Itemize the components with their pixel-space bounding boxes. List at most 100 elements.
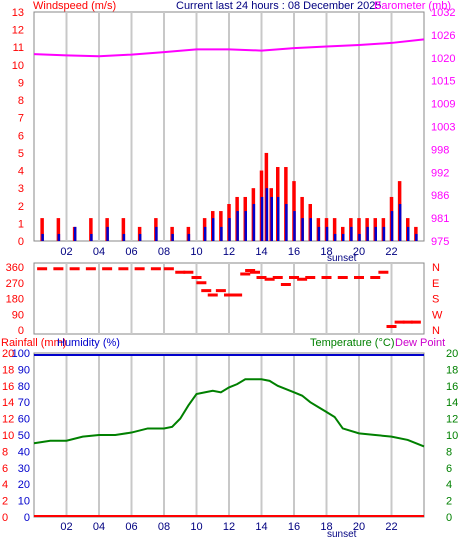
wind-x-tick-label: 06: [125, 246, 137, 258]
wind-gust-bar: [332, 218, 337, 241]
wind-avg-bar: [236, 211, 239, 241]
humidity-tick-label: 50: [18, 430, 30, 442]
wind-avg-bar: [415, 233, 418, 241]
wind-avg-bar: [270, 196, 273, 241]
direction-point: [196, 281, 207, 285]
wind-avg-bar: [138, 233, 142, 241]
humidity-tick-label: 60: [18, 414, 30, 426]
rainfall-tick-label: 6: [2, 463, 8, 475]
direction-compass-label: W: [432, 309, 443, 321]
wind-x-ticks: 02 04 06 08 10 12 14 16 18 20 22: [60, 246, 397, 258]
wind-avg-bar: [187, 233, 191, 241]
humidity-tick-label: 100: [12, 348, 30, 360]
direction-point: [118, 267, 129, 271]
rainfall-tick-label: 10: [2, 430, 14, 442]
temperature-tick-label: 2: [446, 496, 452, 508]
rain-x-tick-label: 18: [320, 521, 332, 533]
direction-point: [191, 276, 202, 279]
humidity-tick-label: 70: [18, 397, 30, 409]
wind-avg-bar: [90, 233, 93, 241]
wind-gust-bar: [121, 218, 126, 241]
humidity-label: Humidity (%): [57, 337, 120, 349]
direction-left-tick-label: 0: [18, 325, 24, 337]
wind-avg-bar: [398, 204, 402, 241]
wind-avg-bar: [73, 226, 77, 241]
wind-x-tick-label: 08: [158, 246, 170, 258]
rain-grid: [65, 353, 393, 517]
wind-avg-bar: [358, 233, 361, 241]
barometer-tick-label: 1026: [431, 30, 455, 42]
direction-point: [207, 293, 218, 297]
temperature-tick-label: 0: [446, 512, 452, 524]
direction-point: [53, 267, 64, 271]
wind-avg-bar: [366, 226, 369, 241]
temperature-tick-label: 20: [446, 348, 458, 360]
wind-gust-bar: [219, 211, 223, 241]
direction-point: [69, 267, 80, 271]
temperature-tick-label: 6: [446, 463, 452, 475]
temperature-tick-label: 8: [446, 446, 452, 458]
windspeed-label: Windspeed (m/s): [33, 0, 116, 12]
rainfall-tick-label: 14: [2, 397, 14, 409]
wind-left-tick-label: 12: [12, 25, 24, 37]
rainfall-tick-label: 12: [2, 414, 14, 426]
wind-left-tick-label: 0: [18, 236, 24, 248]
dewpoint-label: Dew Point: [395, 337, 445, 349]
temperature-tick-label: 10: [446, 430, 458, 442]
wind-avg-bar: [277, 196, 280, 241]
direction-point: [240, 272, 251, 276]
wind-left-tick-label: 9: [18, 77, 24, 89]
direction-point: [163, 267, 174, 271]
wind-avg-bar: [244, 211, 247, 241]
direction-left-tick-label: 270: [6, 278, 24, 290]
wind-left-tick-label: 4: [18, 166, 24, 178]
wind-left-tick-label: 6: [18, 130, 24, 142]
wind-left-tick-label: 3: [18, 183, 24, 195]
wind-x-tick-label: 02: [60, 246, 72, 258]
wind-x-tick-label: 22: [385, 246, 397, 258]
rainfall-tick-label: 20: [2, 348, 14, 360]
wind-x-tick-label: 16: [288, 246, 300, 258]
direction-point: [224, 293, 234, 297]
temperature-tick-label: 12: [446, 414, 458, 426]
direction-point: [183, 270, 194, 274]
wind-avg-bar: [252, 204, 256, 241]
barometer-label: Barometer (mb): [374, 0, 451, 12]
humidity-tick-label: 80: [18, 381, 30, 393]
barometer-tick-label: 1020: [431, 53, 455, 65]
direction-point: [215, 289, 226, 293]
temperature-label: Temperature (°C): [310, 337, 394, 349]
wind-left-tick-label: 11: [13, 42, 24, 54]
humidity-tick-label: 0: [24, 512, 30, 524]
sunset-label-top: sunset: [327, 253, 357, 264]
direction-points: [37, 267, 421, 328]
wind-gust-bar: [89, 218, 93, 241]
wind-avg-bar: [106, 226, 109, 241]
wind-avg-bar: [382, 226, 386, 241]
wind-avg-bar: [212, 218, 215, 241]
wind-x-tick-label: 04: [93, 246, 105, 258]
barometer-tick-label: 1003: [431, 122, 455, 134]
direction-point: [85, 267, 96, 271]
wind-avg-bar: [350, 226, 353, 241]
direction-point: [386, 325, 397, 328]
direction-point: [175, 270, 186, 274]
wind-bars: [40, 152, 418, 241]
rain-right-axis: 0 2 4 6 8 10 12 14 16 18 20: [446, 348, 458, 524]
humidity-tick-label: 40: [18, 446, 30, 458]
temperature-tick-label: 14: [446, 397, 458, 409]
wind-left-tick-label: 10: [12, 60, 24, 72]
wind-avg-bar: [203, 226, 207, 241]
direction-compass-label: E: [432, 278, 439, 290]
direction-left-axis: 0 90 180 270 360: [6, 262, 24, 337]
rainfall-tick-label: 16: [2, 381, 14, 393]
direction-compass-label: N: [432, 325, 440, 337]
wind-avg-bar: [155, 226, 158, 241]
barometer-tick-label: 1009: [431, 99, 455, 111]
wind-avg-bar: [309, 218, 312, 241]
rain-x-tick-label: 10: [190, 521, 202, 533]
direction-left-tick-label: 180: [6, 294, 24, 306]
rain-x-ticks: 02 04 06 08 10 12 14 16 18 20 22: [60, 521, 397, 533]
direction-point: [245, 269, 256, 272]
